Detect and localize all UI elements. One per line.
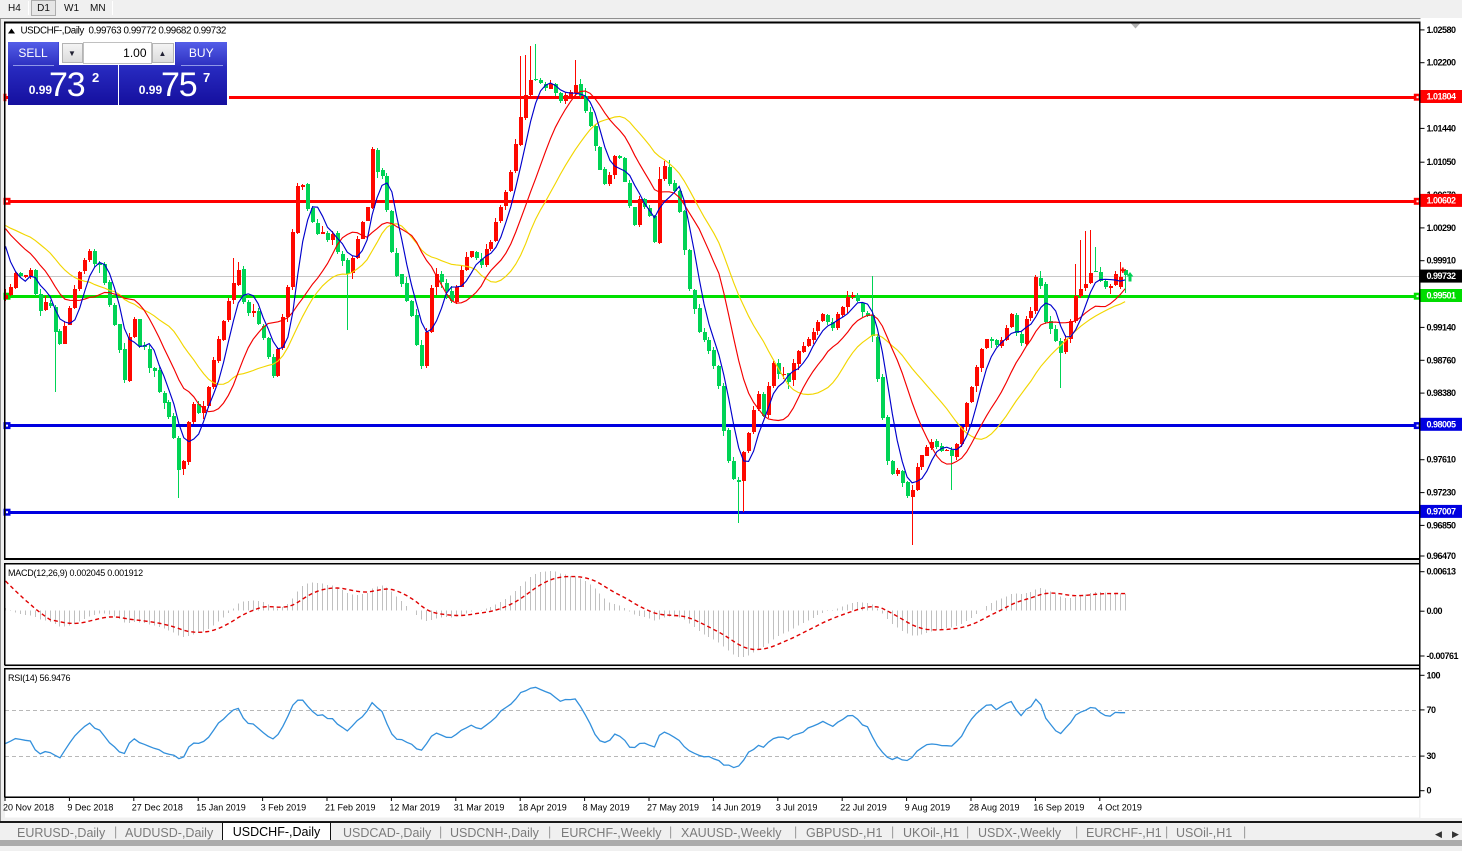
svg-text:15 Jan 2019: 15 Jan 2019 xyxy=(196,803,246,813)
svg-text:1.01804: 1.01804 xyxy=(1427,92,1457,102)
svg-text:0.98005: 0.98005 xyxy=(1427,419,1457,429)
svg-text:0.96470: 0.96470 xyxy=(1427,551,1457,561)
svg-text:1.01440: 1.01440 xyxy=(1427,123,1457,133)
svg-text:0: 0 xyxy=(1427,786,1432,796)
svg-text:0.99501: 0.99501 xyxy=(1427,291,1457,301)
svg-text:30: 30 xyxy=(1427,751,1437,761)
svg-text:8 May 2019: 8 May 2019 xyxy=(583,803,630,813)
svg-text:28 Aug 2019: 28 Aug 2019 xyxy=(969,803,1020,813)
svg-text:9 Dec 2018: 9 Dec 2018 xyxy=(67,803,113,813)
svg-text:1.00290: 1.00290 xyxy=(1427,223,1457,233)
svg-text:1.02200: 1.02200 xyxy=(1427,58,1457,68)
svg-text:0.97230: 0.97230 xyxy=(1427,488,1457,498)
svg-text:0.96850: 0.96850 xyxy=(1427,520,1457,530)
svg-text:22 Jul 2019: 22 Jul 2019 xyxy=(840,803,887,813)
svg-text:27 Dec 2018: 27 Dec 2018 xyxy=(132,803,183,813)
svg-text:1.02580: 1.02580 xyxy=(1427,25,1457,35)
svg-text:3 Feb 2019: 3 Feb 2019 xyxy=(261,803,307,813)
svg-text:-0.00761: -0.00761 xyxy=(1427,651,1459,661)
svg-text:21 Feb 2019: 21 Feb 2019 xyxy=(325,803,376,813)
svg-text:4 Oct 2019: 4 Oct 2019 xyxy=(1098,803,1142,813)
svg-text:12 Mar 2019: 12 Mar 2019 xyxy=(389,803,440,813)
svg-text:0.00613: 0.00613 xyxy=(1427,567,1457,577)
svg-text:14 Jun 2019: 14 Jun 2019 xyxy=(711,803,761,813)
svg-text:USDCHF-,Daily 0.99763 0.99772: USDCHF-,Daily 0.99763 0.99772 0.99682 0.… xyxy=(21,25,226,36)
svg-text:1.01050: 1.01050 xyxy=(1427,157,1457,167)
svg-text:0.98380: 0.98380 xyxy=(1427,388,1457,398)
svg-text:0.99910: 0.99910 xyxy=(1427,256,1457,266)
svg-text:0.98760: 0.98760 xyxy=(1427,355,1457,365)
svg-text:70: 70 xyxy=(1427,705,1437,715)
svg-text:3 Jul 2019: 3 Jul 2019 xyxy=(776,803,818,813)
svg-text:0.00: 0.00 xyxy=(1427,606,1443,616)
svg-text:MACD(12,26,9) 0.002045 0.00191: MACD(12,26,9) 0.002045 0.001912 xyxy=(8,568,143,578)
svg-text:100: 100 xyxy=(1427,670,1441,680)
svg-text:27 May 2019: 27 May 2019 xyxy=(647,803,699,813)
svg-text:31 Mar 2019: 31 Mar 2019 xyxy=(454,803,505,813)
svg-text:20 Nov 2018: 20 Nov 2018 xyxy=(3,803,54,813)
svg-text:0.99140: 0.99140 xyxy=(1427,322,1457,332)
svg-text:9 Aug 2019: 9 Aug 2019 xyxy=(905,803,951,813)
svg-text:0.99732: 0.99732 xyxy=(1427,271,1457,281)
svg-text:16 Sep 2019: 16 Sep 2019 xyxy=(1033,803,1084,813)
svg-text:RSI(14) 56.9476: RSI(14) 56.9476 xyxy=(8,673,71,683)
svg-text:0.97610: 0.97610 xyxy=(1427,455,1457,465)
svg-text:0.97007: 0.97007 xyxy=(1427,506,1457,516)
svg-text:1.00602: 1.00602 xyxy=(1427,195,1457,205)
svg-text:18 Apr 2019: 18 Apr 2019 xyxy=(518,803,567,813)
